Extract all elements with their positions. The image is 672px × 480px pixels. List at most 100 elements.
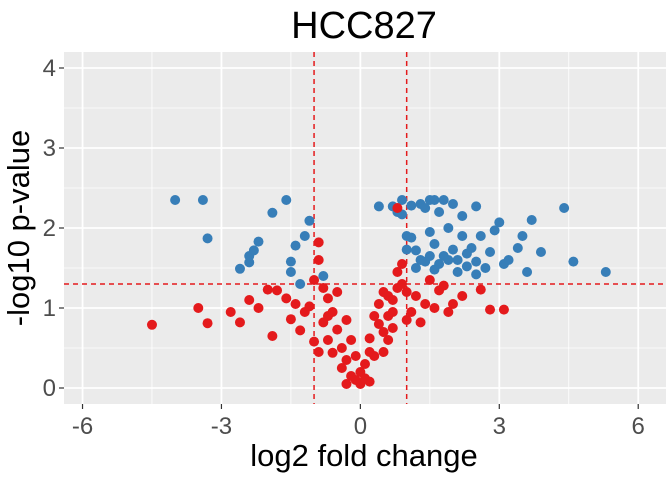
data-point — [457, 211, 468, 221]
data-point — [346, 335, 357, 345]
data-point — [512, 243, 523, 253]
data-point — [410, 245, 421, 256]
data-point — [438, 195, 449, 205]
x-tick-label: -3 — [211, 413, 232, 440]
data-point — [350, 351, 361, 361]
data-point — [392, 267, 403, 277]
data-point — [383, 335, 394, 345]
data-point — [447, 299, 458, 309]
data-point — [392, 203, 403, 213]
data-point — [225, 307, 236, 317]
data-point — [480, 263, 491, 273]
data-point — [526, 215, 537, 225]
data-point — [285, 267, 296, 277]
data-point — [197, 195, 208, 205]
threshold-lines — [64, 52, 666, 404]
data-point — [299, 231, 310, 241]
data-point — [466, 243, 477, 253]
data-point — [267, 207, 278, 218]
data-point — [397, 259, 408, 269]
data-point — [498, 304, 509, 315]
data-point — [420, 203, 431, 213]
data-point — [429, 239, 440, 249]
data-point — [494, 217, 505, 228]
data-point — [406, 307, 417, 317]
data-point — [341, 355, 352, 365]
data-point — [170, 195, 181, 205]
data-point — [313, 237, 324, 248]
data-point — [378, 347, 389, 357]
data-point — [336, 343, 347, 353]
data-point — [322, 335, 333, 345]
data-point — [146, 319, 157, 330]
data-point — [272, 285, 283, 296]
data-point — [318, 283, 329, 293]
data-point — [373, 201, 384, 212]
y-tick-label: 4 — [43, 55, 56, 82]
data-point — [424, 275, 435, 285]
y-axis-ticks: 0 1 2 3 4 — [43, 55, 64, 402]
y-tick-label: 0 — [43, 375, 56, 402]
data-point — [406, 232, 417, 243]
data-point — [322, 311, 333, 321]
data-point — [415, 317, 426, 328]
data-point — [429, 195, 440, 205]
y-axis-label: -log10 p-value — [1, 130, 36, 326]
data-point — [397, 195, 408, 205]
data-point — [434, 207, 445, 217]
data-point — [341, 315, 352, 325]
x-tick-label: 3 — [493, 413, 506, 440]
major-grid — [64, 52, 666, 404]
data-point — [341, 379, 352, 389]
data-point — [332, 287, 343, 297]
data-point — [420, 256, 431, 267]
data-point — [443, 223, 454, 233]
data-point — [373, 319, 384, 329]
data-point — [193, 303, 204, 313]
data-point — [485, 247, 496, 257]
data-point — [364, 376, 375, 387]
data-point — [332, 324, 343, 335]
data-point — [309, 275, 320, 285]
data-point — [378, 327, 389, 337]
data-point — [429, 264, 440, 275]
data-point — [267, 331, 278, 341]
data-point — [401, 244, 412, 255]
data-point — [387, 307, 398, 317]
data-point — [429, 303, 440, 313]
data-point — [202, 318, 213, 329]
data-point — [253, 236, 264, 247]
data-point — [281, 293, 292, 304]
data-point — [410, 291, 421, 301]
data-point — [248, 245, 259, 256]
data-point — [369, 311, 380, 321]
y-tick-label: 2 — [43, 215, 56, 242]
data-point — [295, 325, 306, 336]
data-point — [285, 314, 296, 325]
data-point — [401, 287, 412, 297]
data-point — [461, 261, 472, 272]
data-point — [313, 255, 324, 265]
data-point — [471, 201, 482, 212]
data-point — [244, 295, 255, 305]
x-axis-ticks: -6 -3 0 3 6 — [72, 404, 645, 440]
data-point — [406, 200, 417, 211]
data-point — [234, 317, 245, 328]
data-point — [360, 359, 370, 369]
data-point — [336, 363, 347, 373]
data-point — [309, 336, 320, 347]
data-point — [535, 247, 546, 257]
y-tick-label: 3 — [43, 135, 56, 162]
data-point — [387, 295, 398, 305]
data-point — [313, 347, 324, 357]
data-point — [471, 256, 482, 267]
data-point — [364, 333, 375, 344]
data-point — [559, 203, 570, 213]
data-point — [517, 231, 528, 241]
data-point — [457, 231, 468, 241]
data-point — [281, 195, 292, 205]
data-point — [485, 304, 496, 315]
data-point — [438, 280, 449, 291]
data-point — [285, 256, 296, 267]
